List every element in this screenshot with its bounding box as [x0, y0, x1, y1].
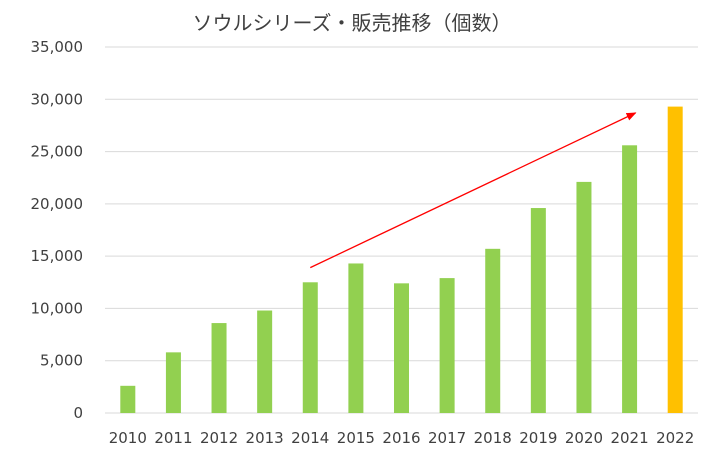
bar-2015 — [348, 263, 364, 413]
chart-title: ソウルシリーズ・販売推移（個数） — [193, 11, 512, 35]
x-tick-label: 2020 — [565, 429, 603, 447]
x-tick-label: 2015 — [337, 429, 375, 447]
x-tick-label: 2018 — [474, 429, 512, 447]
x-tick-label: 2011 — [154, 429, 192, 447]
bar-2022 — [667, 106, 683, 413]
trend-arrow — [309, 112, 637, 269]
x-tick-label: 2019 — [519, 429, 557, 447]
bars — [120, 106, 683, 413]
y-tick-label: 30,000 — [31, 90, 84, 108]
x-tick-label: 2010 — [109, 429, 147, 447]
bar-2020 — [576, 181, 592, 413]
y-tick-label: 10,000 — [31, 299, 84, 317]
bar-2013 — [257, 310, 273, 413]
y-tick-label: 5,000 — [40, 352, 83, 370]
y-tick-label: 25,000 — [31, 143, 84, 161]
y-tick-label: 20,000 — [31, 195, 84, 213]
y-axis-ticks: 0 5,000 10,000 15,000 20,000 25,000 30,000 35,0… — [31, 38, 84, 422]
bar-2011 — [165, 352, 181, 413]
bar-2016 — [394, 283, 409, 413]
bar-2017 — [439, 278, 455, 413]
bar-2014 — [302, 282, 318, 413]
x-tick-label: 2017 — [428, 429, 466, 447]
y-tick-label: 0 — [73, 404, 83, 422]
x-tick-label: 2013 — [246, 429, 284, 447]
bar-2010 — [120, 385, 136, 413]
y-tick-label: 15,000 — [31, 247, 84, 265]
x-tick-label: 2016 — [382, 429, 420, 447]
x-tick-label: 2012 — [200, 429, 238, 447]
bar-2019 — [530, 208, 546, 413]
bar-2021 — [622, 145, 638, 413]
x-tick-label: 2021 — [610, 429, 648, 447]
x-tick-label: 2022 — [656, 429, 694, 447]
y-tick-label: 35,000 — [31, 38, 84, 56]
bar-2012 — [211, 323, 227, 413]
x-axis-ticks: 2010 2011 2012 2013 2014 2015 2016 2017 2018 2019… — [109, 429, 695, 447]
bar-2018 — [485, 248, 501, 413]
x-tick-label: 2014 — [291, 429, 329, 447]
annotations — [309, 112, 637, 269]
